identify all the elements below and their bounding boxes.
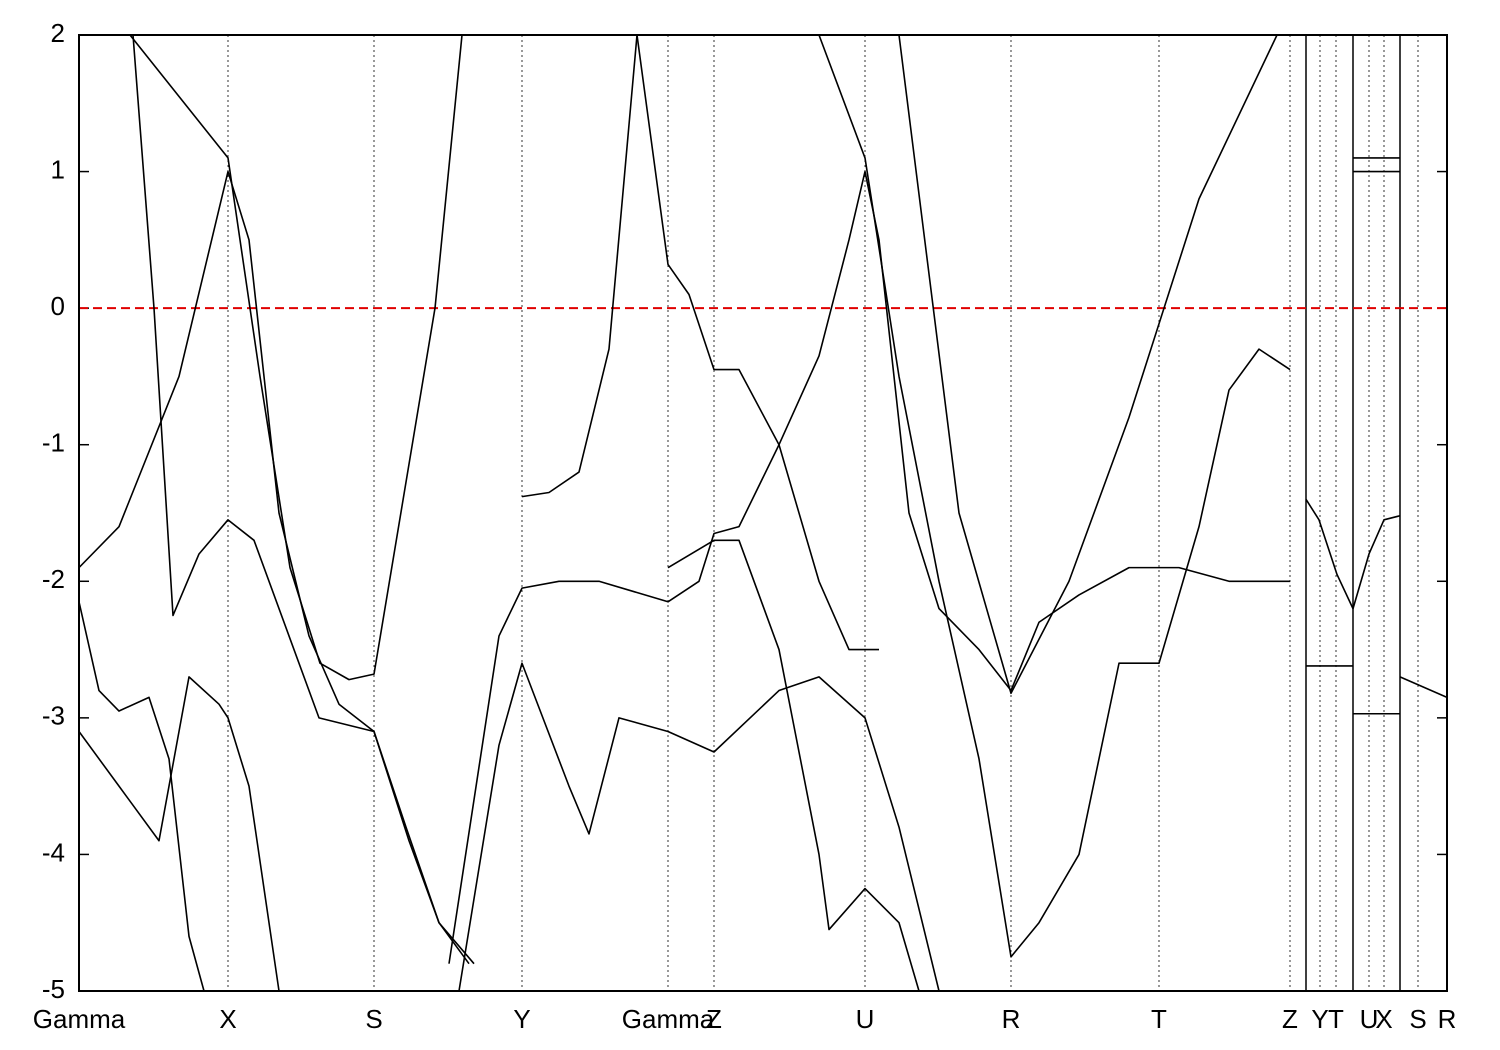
band bbox=[1305, 498, 1401, 610]
band bbox=[79, 170, 470, 965]
x-tick-label: U bbox=[856, 1004, 875, 1034]
x-tick-label: S bbox=[1409, 1004, 1426, 1034]
x-tick-label: Gamma bbox=[33, 1004, 126, 1034]
x-tick-label: Y bbox=[513, 1004, 530, 1034]
x-tick-label: X bbox=[1375, 1004, 1392, 1034]
y-tick-label: -4 bbox=[42, 837, 65, 867]
x-tick-label: U bbox=[1360, 1004, 1379, 1034]
x-tick-label: R bbox=[1438, 1004, 1457, 1034]
band bbox=[79, 601, 205, 991]
band bbox=[521, 35, 638, 498]
band bbox=[1399, 676, 1447, 699]
x-tick-label: S bbox=[365, 1004, 382, 1034]
y-tick-label: -1 bbox=[42, 428, 65, 458]
x-tick-label: Z bbox=[1282, 1004, 1298, 1034]
plot-frame bbox=[78, 34, 1448, 992]
y-tick-label: 1 bbox=[51, 154, 65, 184]
band bbox=[129, 35, 463, 681]
band bbox=[132, 35, 475, 965]
x-tick-label: T bbox=[1328, 1004, 1344, 1034]
y-tick-label: -3 bbox=[42, 701, 65, 731]
x-tick-label: Y bbox=[1311, 1004, 1328, 1034]
x-tick-label: Z bbox=[706, 1004, 722, 1034]
band bbox=[448, 170, 1290, 964]
band bbox=[818, 35, 1291, 958]
band bbox=[636, 35, 879, 651]
y-tick-label: -5 bbox=[42, 974, 65, 1004]
y-tick-label: 0 bbox=[51, 291, 65, 321]
x-tick-label: Gamma bbox=[622, 1004, 715, 1034]
band bbox=[898, 35, 1278, 695]
y-tick-label: -2 bbox=[42, 564, 65, 594]
x-tick-label: R bbox=[1002, 1004, 1021, 1034]
band bbox=[458, 662, 940, 991]
y-tick-label: 2 bbox=[51, 18, 65, 48]
band bbox=[79, 676, 280, 991]
x-tick-label: X bbox=[219, 1004, 236, 1034]
x-tick-label: T bbox=[1151, 1004, 1167, 1034]
band bbox=[667, 539, 920, 991]
